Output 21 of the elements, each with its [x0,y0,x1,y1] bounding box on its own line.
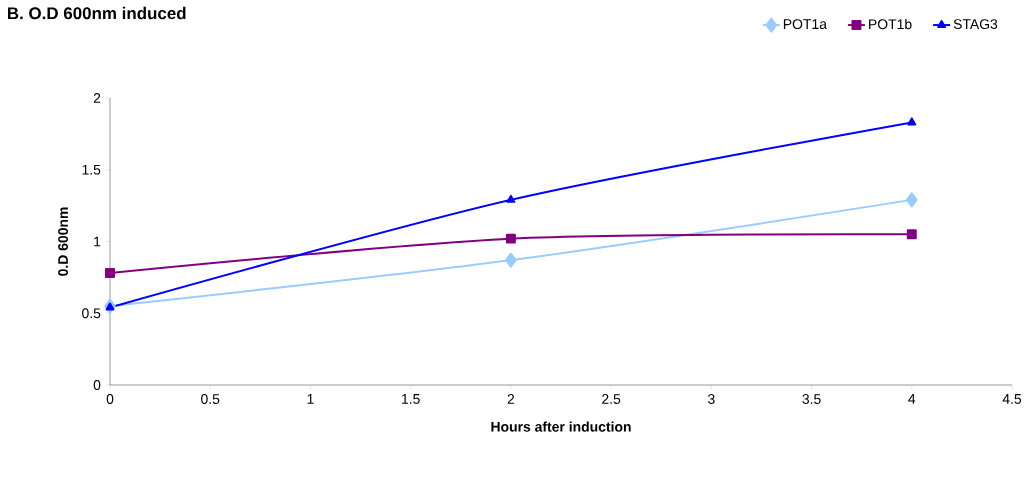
legend-label: POT1b [869,18,912,30]
y-axis-title: 0.D 600nm [58,207,69,276]
y-tick-label: 0.5 [82,308,101,319]
legend-label: POT1a [783,19,827,30]
legend-label: STAG3 [953,19,998,30]
y-tick-label: 1.5 [82,164,101,175]
y-tick-label: 0 [93,380,101,390]
x-tick-label: 4.5 [1002,394,1022,404]
x-tick-label: 4 [908,394,916,404]
x-axis-title: Hours after induction [491,421,631,432]
y-tick-label: 2 [93,93,101,103]
y-tick-label: 1 [94,236,101,247]
x-tick-label: 3.5 [802,394,821,404]
x-tick-label: 1.5 [402,394,420,404]
chart-title: B. O.D 600nm induced [7,6,186,20]
x-tick-label: 0 [106,394,114,404]
x-tick-label: 3 [707,394,715,404]
x-tick-label: 2.5 [602,394,621,404]
x-tick-label: 2 [507,394,515,404]
x-tick-label: 1 [307,394,314,404]
x-tick-label: 0.5 [201,394,220,404]
